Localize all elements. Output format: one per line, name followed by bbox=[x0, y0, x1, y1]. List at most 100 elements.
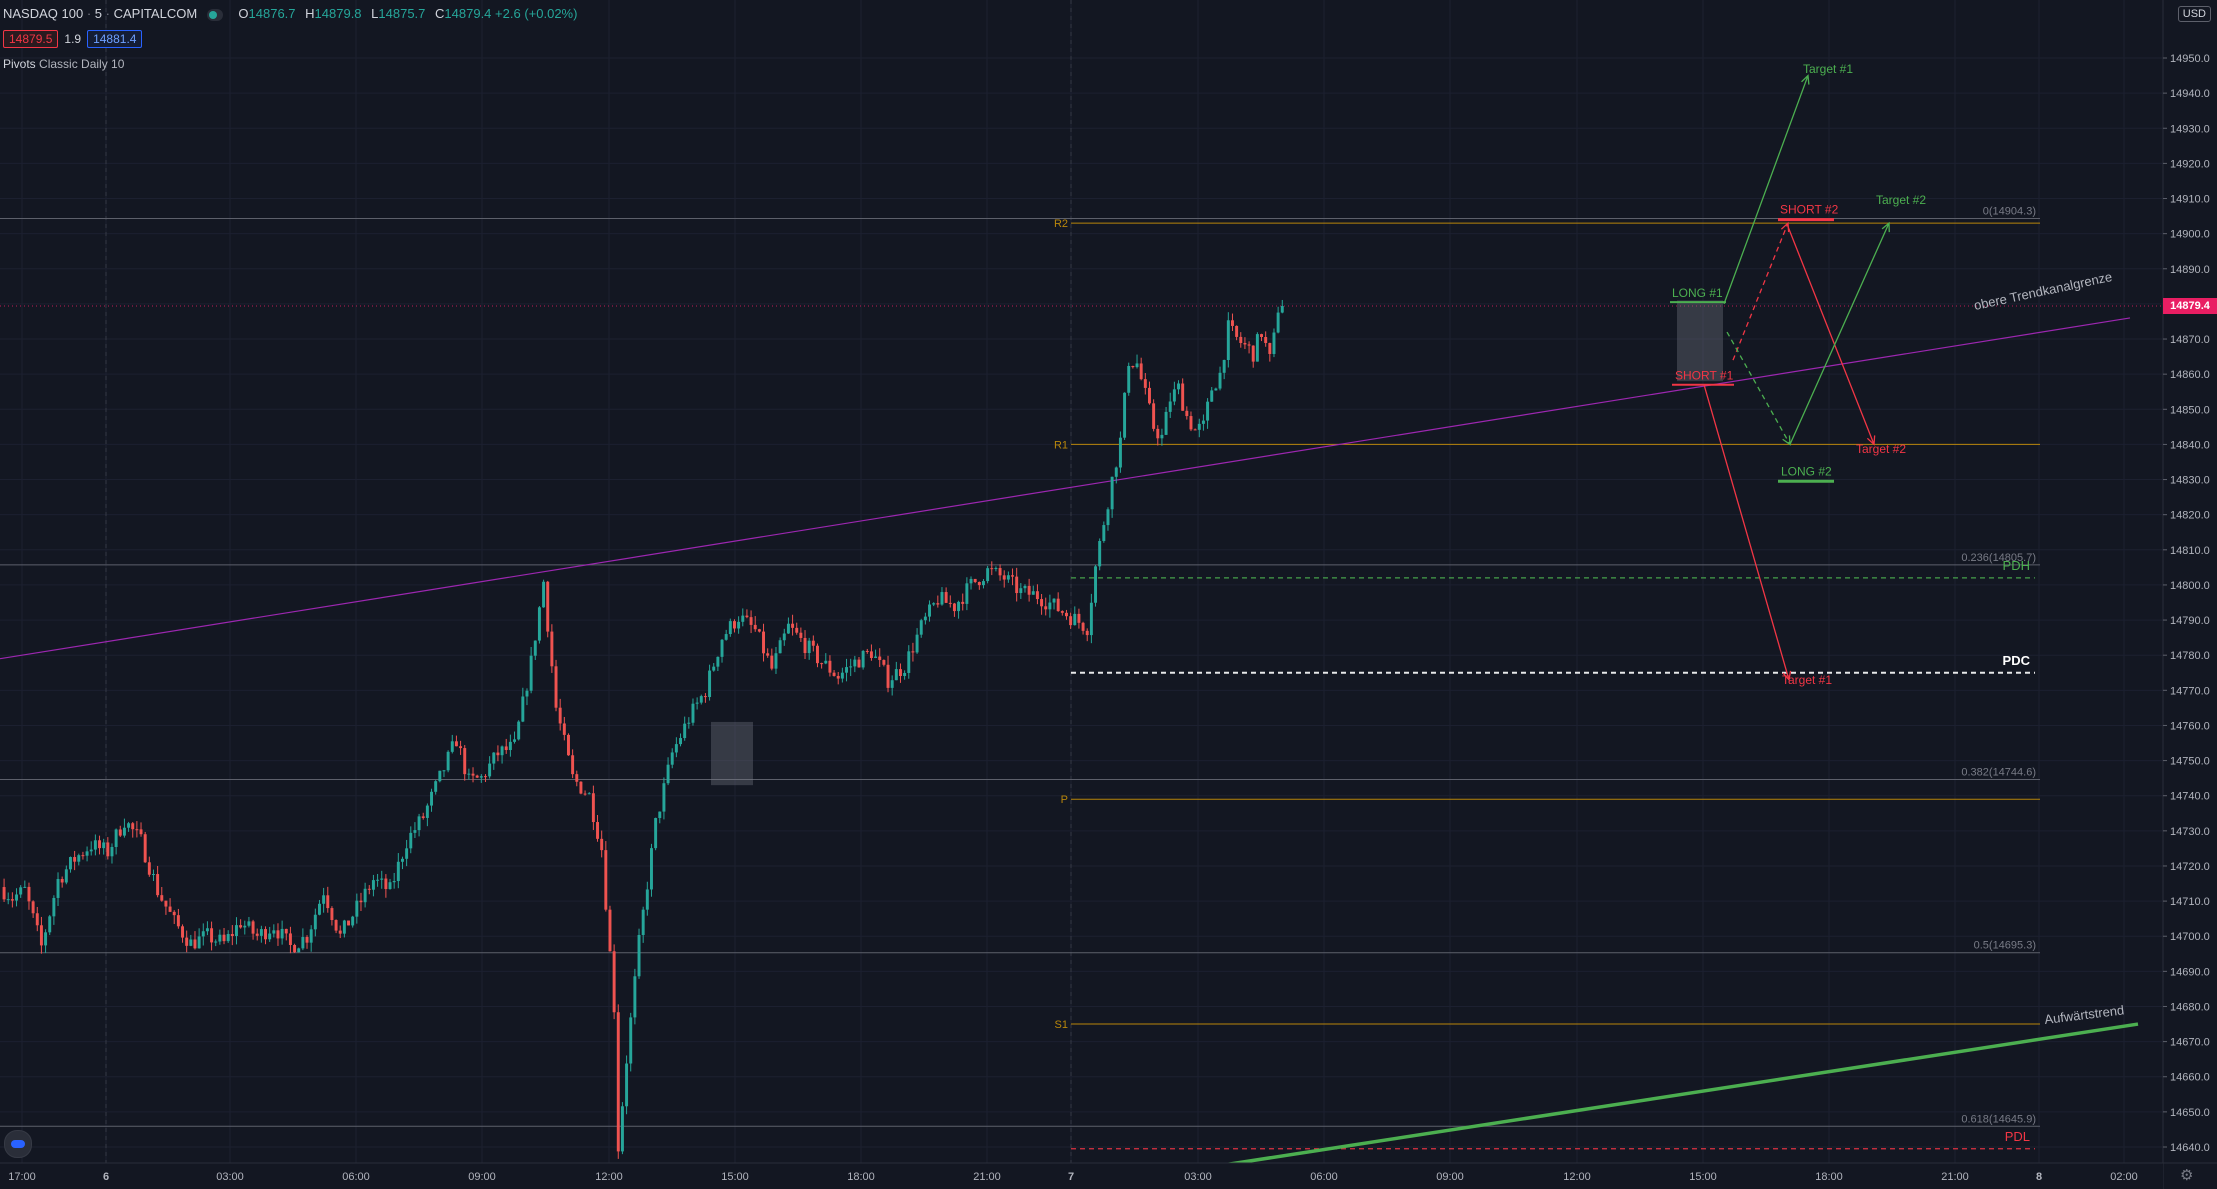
x-tick-label: 12:00 bbox=[1563, 1171, 1591, 1183]
short1-target-arrow-head bbox=[1782, 670, 1792, 682]
grid-lines bbox=[0, 0, 2163, 1163]
candle-body bbox=[811, 640, 815, 646]
y-tick-label: 14720.0 bbox=[2170, 861, 2210, 873]
candle-body bbox=[625, 1063, 629, 1107]
candle-body bbox=[778, 640, 782, 654]
candle-body bbox=[562, 723, 566, 735]
candle-body bbox=[1011, 575, 1014, 577]
candle-body bbox=[894, 669, 898, 681]
candle-body bbox=[745, 615, 749, 618]
candle-body bbox=[865, 650, 869, 652]
candle-body bbox=[471, 773, 475, 776]
candle-body bbox=[977, 582, 981, 586]
candle-body bbox=[537, 607, 541, 641]
y-tick-label: 14920.0 bbox=[2170, 158, 2210, 170]
candle-body bbox=[413, 830, 417, 833]
candle-body bbox=[201, 931, 205, 937]
low-value: 14875.7 bbox=[378, 6, 426, 21]
candle-body bbox=[915, 634, 919, 653]
candle-body bbox=[1201, 420, 1205, 424]
candle-body bbox=[367, 888, 371, 890]
candle-body bbox=[832, 672, 836, 676]
candle-body bbox=[828, 660, 832, 673]
candle-body bbox=[434, 781, 438, 792]
long1-target-arrow bbox=[1723, 75, 1809, 305]
candle-body bbox=[401, 858, 404, 862]
candle-body bbox=[616, 1012, 620, 1152]
candle-body bbox=[376, 879, 380, 881]
candle-body bbox=[836, 675, 840, 679]
y-tick-label: 14800.0 bbox=[2170, 580, 2210, 592]
candle-body bbox=[637, 934, 641, 977]
candle-body bbox=[44, 932, 48, 946]
y-tick-label: 14770.0 bbox=[2170, 685, 2210, 697]
candle-body bbox=[911, 651, 915, 653]
candle-body bbox=[81, 855, 85, 857]
short1-target-arrow bbox=[1703, 384, 1790, 680]
candle-body bbox=[235, 925, 238, 937]
long2-target-arrow bbox=[1789, 222, 1890, 445]
candle-body bbox=[131, 823, 135, 830]
currency-badge[interactable]: USD bbox=[2177, 6, 2211, 22]
candle-body bbox=[430, 791, 433, 806]
candle-body bbox=[899, 669, 902, 677]
candle-body bbox=[1206, 401, 1210, 421]
candle-body bbox=[230, 934, 234, 937]
candle-body bbox=[164, 900, 168, 907]
candle-body bbox=[1118, 437, 1122, 468]
candle-body bbox=[48, 916, 52, 933]
candle-body bbox=[695, 702, 699, 704]
tradingview-logo-icon[interactable] bbox=[4, 1130, 32, 1158]
candle-body bbox=[189, 939, 193, 946]
interval-label[interactable]: 5 bbox=[94, 6, 103, 21]
candle-body bbox=[608, 909, 612, 952]
bid-button[interactable]: 14879.5 bbox=[3, 30, 59, 48]
candle-body bbox=[604, 850, 608, 910]
x-tick-label: 6 bbox=[103, 1171, 109, 1183]
candle-body bbox=[1268, 343, 1272, 354]
x-tick-label: 7 bbox=[1068, 1171, 1074, 1183]
ask-button[interactable]: 14881.4 bbox=[87, 30, 143, 48]
gear-icon[interactable]: ⚙ bbox=[2180, 1167, 2194, 1184]
candle-body bbox=[15, 894, 18, 901]
x-tick-label: 12:00 bbox=[595, 1171, 623, 1183]
x-tick-label: 21:00 bbox=[973, 1171, 1001, 1183]
candle-body bbox=[259, 929, 263, 936]
candle-body bbox=[251, 921, 255, 934]
candle-body bbox=[973, 578, 977, 583]
candle-body bbox=[1193, 429, 1197, 431]
candle-body bbox=[363, 888, 367, 903]
candle-body bbox=[940, 592, 944, 605]
candle-body bbox=[1110, 476, 1114, 510]
candle-body bbox=[297, 948, 301, 953]
candle-body bbox=[990, 568, 994, 570]
short2-path-arrow-head bbox=[1780, 221, 1790, 233]
candle-body bbox=[965, 583, 969, 604]
indicator-legend[interactable]: Pivots Classic Daily 10 bbox=[3, 57, 124, 71]
y-tick-label: 14930.0 bbox=[2170, 123, 2210, 135]
candle-body bbox=[1156, 428, 1160, 439]
symbol-name[interactable]: NASDAQ 100 bbox=[3, 6, 84, 21]
y-tick-label: 14810.0 bbox=[2170, 545, 2210, 557]
candle-body bbox=[629, 1017, 633, 1064]
y-tick-label: 14950.0 bbox=[2170, 53, 2210, 65]
candle-body bbox=[479, 776, 483, 778]
candle-body bbox=[1069, 616, 1073, 626]
candle-body bbox=[454, 741, 458, 747]
y-tick-label: 14870.0 bbox=[2170, 334, 2210, 346]
candle-body bbox=[1164, 411, 1168, 435]
candle-body bbox=[998, 568, 1002, 576]
symbol-legend: NASDAQ 100 · 5 · CAPITALCOM O14876.7 H14… bbox=[3, 6, 578, 21]
fib-level-label: 0(14904.3) bbox=[1983, 206, 2036, 218]
candle-body bbox=[1143, 379, 1147, 388]
candle-body bbox=[1214, 388, 1218, 391]
candle-body bbox=[513, 739, 516, 742]
candle-body bbox=[459, 746, 463, 749]
candle-body bbox=[662, 783, 666, 812]
candle-body bbox=[645, 889, 649, 910]
candle-body bbox=[575, 774, 579, 782]
open-label: O bbox=[238, 6, 249, 21]
target2-down-label: Target #2 bbox=[1856, 442, 1906, 456]
candle-body bbox=[1210, 390, 1214, 402]
